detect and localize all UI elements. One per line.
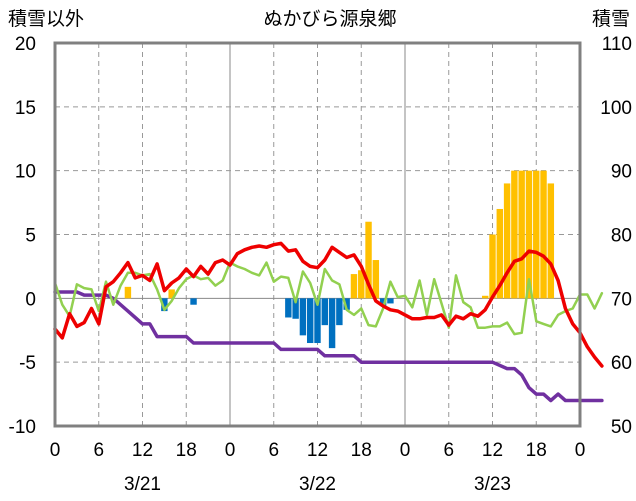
bar xyxy=(518,170,525,299)
bar xyxy=(372,260,380,299)
y-right-tick-label: 50 xyxy=(611,417,632,438)
bar xyxy=(314,298,321,344)
bar xyxy=(387,298,394,304)
y-left-tick-label: 5 xyxy=(25,226,36,247)
y-left-tick-label: 20 xyxy=(15,34,36,55)
bar xyxy=(379,298,387,306)
x-tick-label: 0 xyxy=(225,440,236,461)
x-tick-label: 6 xyxy=(268,440,279,461)
bars-layer xyxy=(124,170,555,349)
x-tick-label: 0 xyxy=(575,440,586,461)
bar xyxy=(285,298,292,318)
y-axis-left-ticks: 20 15 10 5 0 -5 -10 xyxy=(9,34,36,438)
y-left-tick-label: -10 xyxy=(9,417,36,438)
bar xyxy=(503,183,511,299)
x-tick-label: 12 xyxy=(132,440,153,461)
y-left-tick-label: 0 xyxy=(25,289,36,310)
left-axis-label: 積雪以外 xyxy=(8,8,84,30)
bar xyxy=(365,221,372,299)
y-left-tick-label: 10 xyxy=(15,162,36,183)
bar xyxy=(547,183,555,299)
bar xyxy=(525,170,533,299)
bar xyxy=(350,274,358,299)
bar xyxy=(299,298,307,336)
date-label: 3/23 xyxy=(474,474,511,495)
bar xyxy=(168,289,175,299)
bar xyxy=(358,270,365,299)
lines-layer xyxy=(53,241,604,403)
x-tick-label: 0 xyxy=(400,440,411,461)
bar xyxy=(161,298,168,312)
date-label: 3/21 xyxy=(124,474,161,495)
bar xyxy=(190,298,197,305)
x-tick-label: 12 xyxy=(307,440,328,461)
frame-layer xyxy=(53,41,582,428)
x-tick-label: 0 xyxy=(50,440,61,461)
bar xyxy=(292,298,299,319)
y-right-tick-label: 70 xyxy=(611,289,632,310)
y-right-tick-label: 100 xyxy=(600,98,632,119)
grid-layer xyxy=(55,43,580,426)
date-label: 3/22 xyxy=(299,474,336,495)
x-tick-label: 18 xyxy=(176,440,197,461)
bar xyxy=(489,234,496,299)
date-labels: 3/21 3/22 3/23 xyxy=(124,474,511,495)
x-tick-label: 18 xyxy=(351,440,372,461)
chart-title: ぬかびら源泉郷 xyxy=(263,8,396,30)
bar xyxy=(321,298,328,326)
bar xyxy=(124,286,132,299)
x-tick-label: 6 xyxy=(93,440,104,461)
bar xyxy=(540,170,547,299)
y-left-tick-label: 15 xyxy=(15,98,36,119)
y-axis-right-ticks: 110 100 90 80 70 60 50 xyxy=(600,34,632,438)
y-left-tick-label: -5 xyxy=(19,353,36,374)
x-axis-ticks: 0 6 12 18 0 6 12 18 0 6 12 18 0 xyxy=(50,440,586,461)
bar xyxy=(307,298,314,344)
y-right-tick-label: 110 xyxy=(602,34,632,55)
x-tick-label: 18 xyxy=(526,440,547,461)
bar xyxy=(496,208,503,299)
bar xyxy=(511,170,518,299)
series-wind-line xyxy=(53,261,604,336)
bar xyxy=(343,298,350,310)
series-temperature-line xyxy=(53,241,604,368)
bar xyxy=(533,170,540,299)
right-axis-label: 積雪 xyxy=(592,8,630,30)
y-right-tick-label: 90 xyxy=(611,162,632,183)
x-tick-label: 12 xyxy=(482,440,503,461)
bar xyxy=(328,298,336,349)
bar xyxy=(482,295,489,299)
y-right-tick-label: 80 xyxy=(611,226,632,247)
x-tick-label: 6 xyxy=(443,440,454,461)
plot-frame xyxy=(53,41,582,428)
series-snow-depth-line xyxy=(53,290,604,403)
y-right-tick-label: 60 xyxy=(611,353,632,374)
bar xyxy=(336,298,343,326)
